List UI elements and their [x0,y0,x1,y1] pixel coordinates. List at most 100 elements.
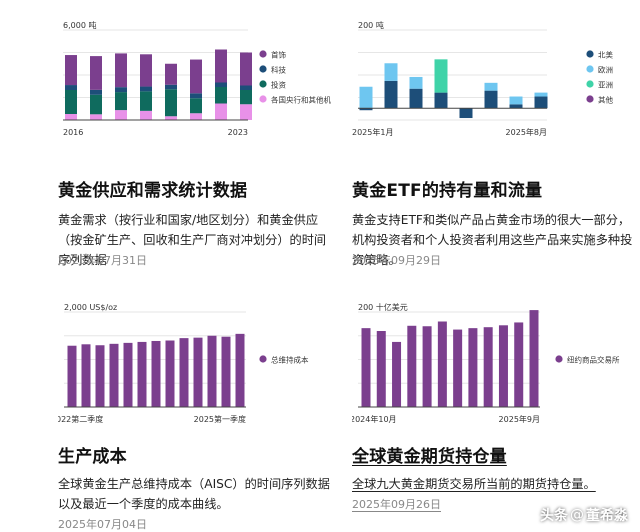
legend-label: 亚洲 [598,81,613,90]
bar-segment [115,110,127,120]
bar [221,336,231,407]
bar [529,310,539,407]
card-date: 2025年07月31日 [58,254,147,267]
bar-segment [434,59,448,93]
x-axis-tick-label: 2025第一季度 [194,414,246,424]
bar [137,341,147,407]
bar-segment [459,108,473,119]
bar [514,322,524,407]
bar-segment [240,104,252,120]
card-supply-demand[interactable]: 6,000 吨 2016 2023 首饰 科技 投资 各国央行和其他机 黄金供应和需求统计数… [58,20,331,267]
bar-segment [384,63,398,81]
bar-segment [140,54,152,87]
bar [165,340,175,407]
legend-label: 各国央行和其他机 [271,95,331,105]
bar [483,327,493,407]
card-title[interactable]: 生产成本 [58,447,127,467]
card-description: 全球黄金生产总维持成本（AISC）的时间序列数据以及最近一个季度的成本曲线。 [58,477,330,511]
bar-segment [534,92,548,97]
bar [67,345,77,407]
bar [193,337,203,407]
bar-segment [409,88,423,109]
card-futures-positions[interactable]: 200 十亿美元 2024年10月 2025年9月 纽约商品交易所 全球黄金期货持仓量… [352,302,632,531]
bar-segment [65,114,77,120]
bar-segment [165,116,177,120]
bar-segment [215,87,227,104]
bar-segment [190,93,202,99]
bar [235,333,245,407]
bar-segment [484,90,498,109]
bar-segment [215,49,227,83]
bar-segment [484,82,498,91]
bar [109,343,119,407]
watermark-brand: 头条 [540,508,568,524]
bar-segment [215,103,227,120]
bar-segment [434,92,448,109]
watermark-author: 董希淼 [586,508,628,524]
bar-segment [509,96,523,105]
bar-segment [165,89,177,117]
card-description: 全球九大黄金期货交易所当前的期货持仓量。 [352,477,596,491]
bar-segment [215,82,227,87]
legend-label: 欧洲 [598,65,613,75]
legend-label: 纽约商品交易所 [567,355,620,365]
legend-marker [259,95,267,103]
bar-segment [115,92,127,111]
futures-positions-chart[interactable]: 200 十亿美元 2024年10月 2025年9月 纽约商品交易所 [352,302,640,424]
production-cost-chart[interactable]: 2,000 US$/oz 022第二季度 2025第一季度 总维持成本 [58,302,348,424]
bar-segment [115,87,127,93]
bar [468,328,478,407]
legend-marker [586,65,594,73]
bar-segment [409,76,423,89]
bar-segment [240,85,252,90]
bar-segment [90,94,102,115]
card-title[interactable]: 黄金ETF的持有量和流量 [352,181,543,201]
bar [422,326,432,407]
legend-label: 首饰 [271,50,286,60]
bar-segment [90,89,102,95]
x-axis-tick-label: 2025年9月 [499,414,540,424]
bar [453,329,463,407]
bar-segment [65,90,77,114]
legend-marker [586,95,594,103]
bar-segment [384,80,398,109]
legend-label: 科技 [271,65,286,75]
bar [81,344,91,407]
bar [498,325,508,407]
bar-segment [90,56,102,90]
y-axis-tick-label: 200 十亿美元 [358,302,408,312]
x-axis-tick-label: 2024年10月 [352,414,397,424]
bar-segment [165,63,177,85]
bar-segment [165,84,177,90]
legend-label: 北美 [598,50,613,60]
bar [361,328,371,407]
bar-segment [534,96,548,109]
card-description: 黄金支持ETF和类似产品占黄金市场的很大一部分，机构投资者和个人投资者利用这些产… [352,213,633,267]
card-title[interactable]: 黄金供应和需求统计数据 [58,181,248,201]
card-production-cost[interactable]: 2,000 US$/oz 022第二季度 2025第一季度 总维持成本 生产成本 全球… [58,302,338,531]
bar [123,342,133,407]
bar-segment [359,86,373,109]
y-axis-tick-label: 6,000 吨 [63,20,96,30]
x-axis-tick-label: 2025年1月 [352,127,393,137]
bar [407,325,417,407]
legend-label: 投资 [271,80,286,90]
bar-segment [190,98,202,114]
y-axis-tick-label: 2,000 US$/oz [64,303,117,312]
card-title[interactable]: 全球黄金期货持仓量 [352,447,507,467]
bar [151,340,161,407]
x-axis-tick-label: 2025年8月 [506,127,547,137]
legend-label: 其他 [598,95,613,105]
bar-segment [240,52,252,86]
legend-marker [259,355,267,363]
legend-label: 总维持成本 [271,355,309,365]
card-date: 2025年07月04日 [58,518,147,531]
bar [376,331,386,407]
card-date: 2025年09月29日 [352,254,441,267]
legend-marker [259,65,267,73]
card-etf-holdings[interactable]: 200 吨 2025年1月 2025年8月 北美 欧洲 亚洲 其他 黄金ETF的持有量和流量… [352,20,632,267]
legend-marker [555,355,563,363]
bar-segment [190,113,202,120]
